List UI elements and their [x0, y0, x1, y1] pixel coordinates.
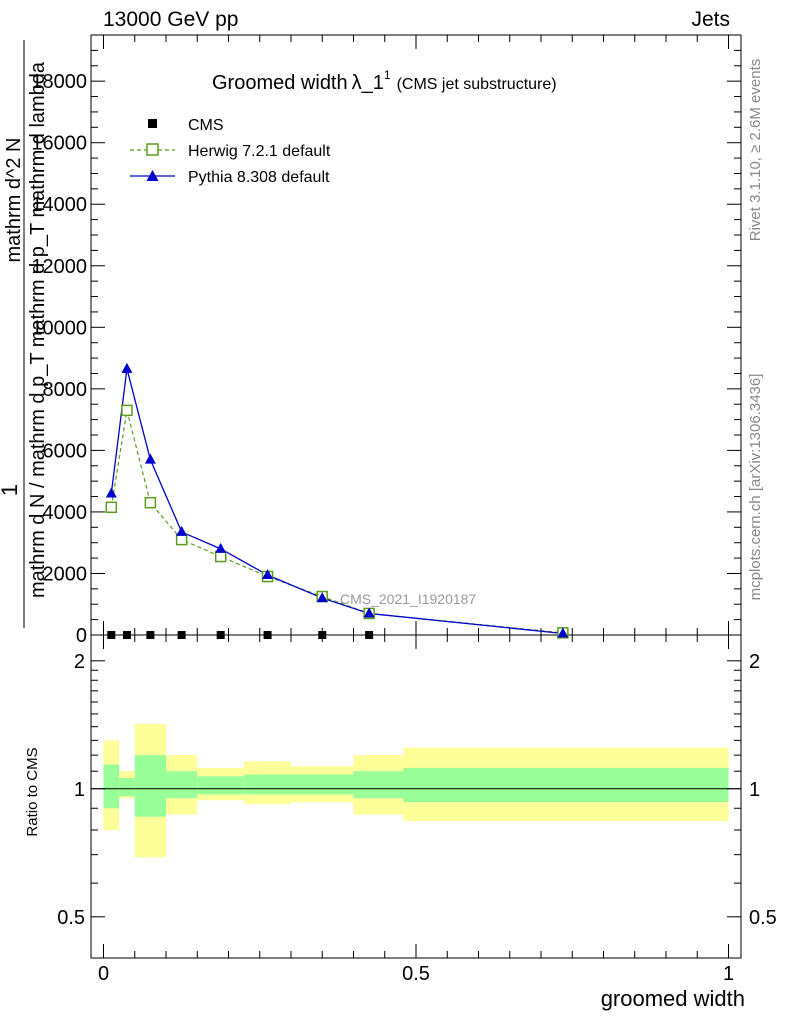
main-y-label: 1 mathrm d^2 N mathrm d N / mathrm d p_T…	[0, 40, 49, 628]
ratio-x-axis: 0 0.5 1	[98, 635, 734, 985]
pythia-point	[144, 453, 156, 464]
ratio-y-tick-label-right: 0.5	[749, 907, 777, 929]
legend-pythia-label: Pythia 8.308 default	[188, 169, 330, 186]
pythia-point	[121, 362, 133, 373]
title-sup: 1	[384, 68, 391, 82]
y-tick-label: 10000	[31, 317, 87, 339]
y-tick-label: 8000	[43, 379, 88, 401]
cms-point	[318, 631, 327, 639]
herwig-point	[144, 496, 157, 509]
herwig-point	[105, 501, 118, 514]
ratio-inner-band	[197, 776, 245, 795]
y-tick-label: 12000	[31, 256, 87, 278]
ratio-y-axis: 0.5 0.5 1 1 2 2	[57, 651, 777, 929]
y-label-denominator: mathrm d N / mathrm d p_T mathrm d p_T m…	[27, 61, 49, 598]
y-tick-label: 2000	[43, 563, 88, 585]
y-label-numerator: 1	[0, 484, 22, 496]
ratio-y-tick-label: 0.5	[57, 907, 85, 929]
title-main: Groomed width	[212, 72, 348, 94]
cms-point	[365, 631, 374, 639]
legend: CMS Herwig 7.2.1 default Pythia 8.308 de…	[130, 117, 331, 186]
y-tick-label: 16000	[31, 133, 87, 155]
ratio-y-tick-label: 2	[74, 651, 85, 673]
ratio-y-label: Ratio to CMS	[24, 747, 41, 836]
analysis-watermark: CMS_2021_I1920187	[340, 591, 476, 607]
legend-cms-marker	[148, 119, 157, 128]
y-tick-label: 6000	[43, 440, 88, 462]
ratio-inner-band	[244, 774, 291, 795]
chart-title: Groomed width λ_11 (CMS jet substructure)	[212, 68, 557, 94]
y-tick-label: 18000	[31, 71, 87, 93]
series-layer	[105, 362, 569, 639]
legend-herwig-marker	[146, 143, 159, 156]
ratio-y-tick-label: 1	[74, 779, 85, 801]
y-tick-label: 14000	[31, 194, 87, 216]
x-tick-label: 0	[98, 963, 109, 985]
herwig-point	[175, 533, 188, 546]
pythia-point	[557, 627, 569, 638]
x-tick-label: 1	[723, 963, 734, 985]
main-y-axis: 0 2000 4000 6000 8000 10000 12000 14000 16000 180…	[31, 49, 741, 647]
pythia-point	[215, 542, 227, 553]
y-tick-label: 0	[76, 625, 87, 647]
main-x-axis	[103, 35, 729, 635]
ratio-y-tick-label-right: 1	[749, 779, 760, 801]
legend-pythia-marker	[146, 170, 159, 181]
pythia-point	[105, 487, 117, 498]
x-axis-label: groomed width	[601, 986, 745, 1011]
collision-energy-label: 13000 GeV pp	[103, 8, 239, 31]
cms-point	[177, 631, 186, 639]
ratio-bands	[103, 724, 729, 858]
legend-cms-label: CMS	[188, 117, 224, 134]
herwig-point	[121, 404, 133, 417]
pythia-point	[363, 607, 375, 618]
jets-label: Jets	[691, 8, 730, 31]
title-symbol: λ_1	[352, 72, 384, 94]
y-tick-label: 4000	[43, 502, 88, 524]
ratio-inner-band	[403, 767, 729, 803]
ratio-inner-band	[134, 755, 166, 817]
cms-point	[216, 631, 225, 639]
y-label-top: mathrm d^2 N	[3, 138, 25, 263]
cms-point	[146, 631, 155, 639]
cms-point	[107, 631, 116, 639]
herwig-line	[110, 410, 563, 634]
cms-point	[122, 631, 131, 639]
pythia-line	[110, 368, 563, 635]
legend-herwig-label: Herwig 7.2.1 default	[188, 143, 331, 160]
pythia-point	[176, 525, 188, 536]
herwig-point	[214, 550, 227, 563]
ratio-inner-band	[103, 764, 120, 809]
pythia-point	[316, 592, 328, 603]
pythia-point	[262, 569, 274, 579]
cms-point	[263, 631, 272, 639]
title-suffix: (CMS jet substructure)	[397, 76, 557, 93]
x-tick-label: 0.5	[402, 963, 430, 985]
ratio-inner-band	[291, 774, 354, 795]
ratio-inner-band	[119, 778, 135, 797]
mcplots-label: mcplots.cern.ch [arXiv:1306.3436]	[747, 374, 764, 601]
rivet-version-label: Rivet 3.1.10, ≥ 2.6M events	[747, 59, 764, 242]
ratio-inner-band	[353, 771, 404, 799]
ratio-y-tick-label-right: 2	[749, 651, 760, 673]
ratio-inner-band	[166, 771, 198, 799]
